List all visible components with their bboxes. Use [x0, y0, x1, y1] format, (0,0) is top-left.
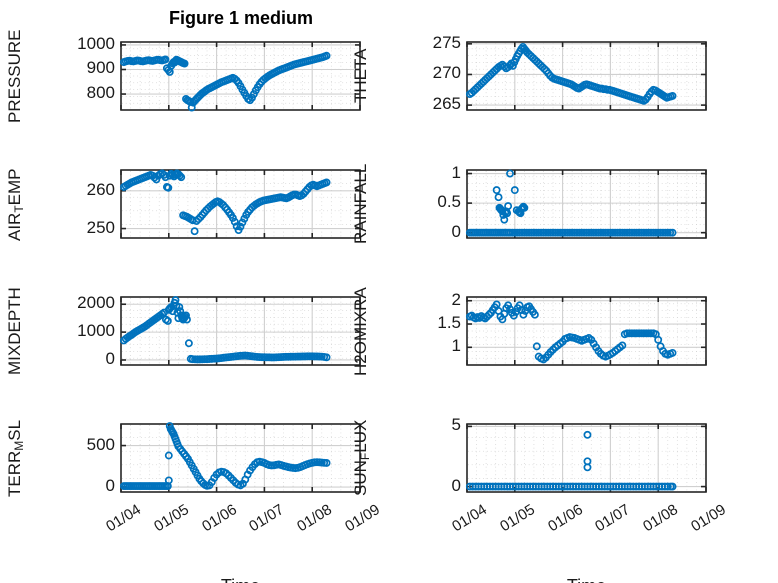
xtick-label-terr_msl-0: 01/04 — [103, 501, 145, 536]
ytick-label-terr_msl-1: 500 — [86, 434, 115, 454]
ylabel-text-h2omixra: H2OMIXRA — [351, 286, 370, 376]
ytick-label-pressure-1: 900 — [86, 58, 115, 78]
figure-title: Figure 1 medium — [168, 8, 314, 28]
data-series-terr_msl — [119, 422, 331, 490]
ytick-label-sun_flux-1: 5 — [451, 415, 461, 435]
xlabel-sun_flux: Time — [467, 576, 706, 583]
ytick-label-air_temp-1: 260 — [86, 179, 115, 199]
ylabel-theta: THETA — [351, 49, 371, 103]
ylabel-text-theta: THETA — [351, 48, 370, 103]
data-series-sun_flux — [465, 430, 677, 491]
ytick-label-theta-1: 270 — [432, 63, 461, 83]
ylabel-subscript-terr_msl: M — [12, 440, 26, 451]
ylabel-subscript-air_temp: T — [12, 204, 26, 213]
xtick-label-sun_flux-4: 01/08 — [640, 501, 682, 536]
ylabel-text-air_temp: AIR — [5, 212, 24, 241]
data-series-theta — [465, 42, 677, 105]
ytick-label-terr_msl-0: 0 — [105, 476, 115, 496]
ylabel-sun_flux: SUNFLUX — [351, 419, 372, 496]
ytick-label-sun_flux-0: 0 — [451, 475, 461, 495]
ylabel-text-terr_msl: TERR — [5, 450, 24, 497]
xtick-label-sun_flux-5: 01/09 — [688, 501, 730, 536]
data-series-h2omixra — [465, 300, 677, 364]
ylabel-text-rainfall: RAINFALL — [351, 163, 370, 244]
ylabel-tail-air_temp: EMP — [5, 167, 24, 205]
ytick-label-theta-0: 265 — [432, 94, 461, 114]
ytick-label-air_temp-0: 250 — [86, 217, 115, 237]
xtick-label-sun_flux-0: 01/04 — [449, 501, 491, 536]
plot-panel-pressure — [119, 40, 362, 112]
plot-panel-theta — [465, 40, 708, 112]
ytick-label-pressure-2: 1000 — [77, 33, 115, 53]
data-series-rainfall — [465, 169, 677, 237]
xtick-label-terr_msl-4: 01/08 — [294, 501, 336, 536]
ytick-label-rainfall-2: 1 — [451, 162, 461, 182]
ylabel-subscript-sun_flux: F — [358, 452, 372, 461]
ylabel-tail-terr_msl: SL — [5, 419, 24, 441]
ytick-label-h2omixra-0: 1 — [451, 336, 461, 356]
xtick-label-sun_flux-3: 01/07 — [592, 501, 634, 536]
ylabel-text-mixdepth: MIXDEPTH — [5, 287, 24, 375]
ytick-label-theta-2: 275 — [432, 32, 461, 52]
ylabel-tail-sun_flux: LUX — [351, 419, 370, 453]
ytick-label-mixdepth-0: 0 — [105, 348, 115, 368]
ylabel-h2omixra: H2OMIXRA — [351, 287, 371, 376]
xtick-label-terr_msl-2: 01/06 — [198, 501, 240, 536]
ylabel-pressure: PRESSURE — [5, 29, 25, 123]
plot-panel-mixdepth — [119, 295, 362, 367]
ytick-label-h2omixra-1: 1.5 — [437, 313, 461, 332]
ylabel-terr_msl: TERRMSL — [5, 419, 26, 497]
xtick-label-terr_msl-5: 01/09 — [342, 501, 384, 536]
ylabel-text-sun_flux: SUN — [351, 460, 370, 496]
ylabel-rainfall: RAINFALL — [351, 164, 371, 244]
ytick-label-h2omixra-2: 2 — [451, 289, 461, 309]
plot-panel-air_temp — [119, 168, 362, 240]
ylabel-mixdepth: MIXDEPTH — [5, 287, 25, 375]
data-series-air_temp — [119, 169, 331, 236]
data-series-pressure — [119, 51, 331, 112]
xtick-label-terr_msl-3: 01/07 — [246, 501, 288, 536]
ytick-label-pressure-0: 800 — [86, 83, 115, 103]
ytick-label-mixdepth-2: 2000 — [77, 293, 115, 313]
xtick-label-sun_flux-1: 01/05 — [496, 501, 538, 536]
xtick-label-sun_flux-2: 01/06 — [544, 501, 586, 536]
plot-panel-terr_msl — [119, 422, 362, 494]
ylabel-text-pressure: PRESSURE — [5, 29, 24, 123]
xtick-label-terr_msl-1: 01/05 — [150, 501, 192, 536]
plot-panel-sun_flux — [465, 422, 708, 494]
data-series-mixdepth — [119, 296, 331, 364]
ylabel-air_temp: AIRTEMP — [5, 167, 26, 241]
ytick-label-rainfall-1: 0.5 — [437, 192, 461, 212]
xlabel-terr_msl: Time — [121, 576, 360, 583]
ytick-label-rainfall-0: 0 — [451, 221, 461, 241]
plot-panel-rainfall — [465, 168, 708, 240]
plot-panel-h2omixra — [465, 295, 708, 367]
ytick-label-mixdepth-1: 1000 — [77, 321, 115, 341]
